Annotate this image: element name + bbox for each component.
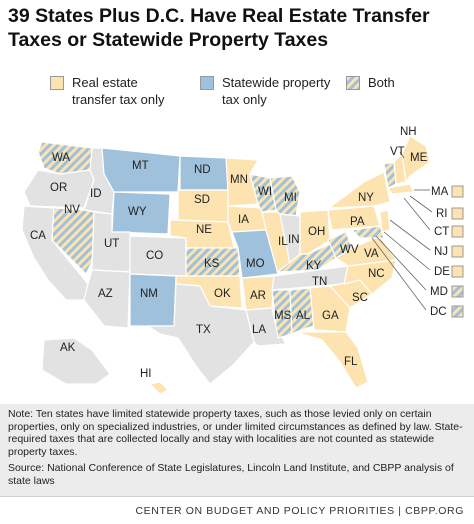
- label-de: DE: [434, 266, 450, 278]
- label-md: MD: [430, 286, 448, 298]
- label-pa: PA: [350, 216, 365, 228]
- label-id: ID: [90, 188, 102, 200]
- label-ar: AR: [250, 290, 266, 302]
- small-state-swatches: [451, 185, 464, 318]
- notes-panel: Note: Ten states have limited statewide …: [0, 404, 474, 496]
- label-nm: NM: [140, 288, 158, 300]
- label-ok: OK: [214, 288, 231, 300]
- label-la: LA: [252, 324, 267, 336]
- label-wa: WA: [52, 152, 71, 164]
- us-map: WA OR CA ID NV MT WY UT AZ CO NM ND SD N…: [0, 112, 474, 400]
- label-mi: MI: [284, 192, 297, 204]
- label-nc: NC: [368, 268, 385, 280]
- source-text: Source: National Conference of State Leg…: [8, 462, 454, 487]
- us-map-svg: [21, 135, 464, 395]
- label-az: AZ: [98, 288, 113, 300]
- label-ct: CT: [434, 226, 450, 238]
- label-sd: SD: [194, 194, 210, 206]
- legend-swatch-real-estate: [50, 76, 64, 90]
- label-ks: KS: [204, 258, 220, 270]
- state-me: [401, 135, 431, 183]
- label-ms: MS: [274, 310, 292, 322]
- label-nd: ND: [194, 164, 211, 176]
- swatch-de: [451, 265, 464, 278]
- label-in: IN: [288, 234, 300, 246]
- label-mt: MT: [132, 160, 149, 172]
- label-nh: NH: [400, 126, 417, 138]
- label-ca: CA: [30, 230, 46, 242]
- label-ne: NE: [196, 224, 212, 236]
- state-ma-shape: [387, 183, 415, 195]
- legend-item-real-estate: Real estate transfer tax only: [50, 74, 184, 108]
- label-tx: TX: [196, 324, 211, 336]
- page-title: 39 States Plus D.C. Have Real Estate Tra…: [8, 5, 430, 51]
- label-va: VA: [364, 248, 379, 260]
- label-mo: MO: [246, 258, 265, 270]
- state-ms: [271, 289, 293, 339]
- swatch-dc: [451, 305, 464, 318]
- label-or: OR: [50, 182, 68, 194]
- legend-label-statewide: Statewide property tax only: [222, 75, 331, 107]
- legend-swatch-both: [346, 76, 360, 90]
- state-nm: [129, 273, 177, 327]
- label-tn: TN: [312, 276, 328, 288]
- label-sc: SC: [352, 292, 368, 304]
- label-me: ME: [410, 152, 428, 164]
- label-dc: DC: [430, 306, 447, 318]
- label-hi: HI: [140, 368, 152, 380]
- state-ny: [329, 171, 391, 209]
- leader-lines: [371, 151, 433, 311]
- label-ia: IA: [238, 214, 249, 226]
- state-tx: [147, 283, 255, 385]
- label-co: CO: [146, 250, 164, 262]
- state-ak: [41, 337, 111, 385]
- state-mo: [231, 229, 279, 279]
- label-ky: KY: [306, 260, 322, 272]
- label-mn: MN: [230, 174, 248, 186]
- state-la: [245, 307, 287, 347]
- label-oh: OH: [308, 226, 326, 238]
- label-wv: WV: [340, 244, 359, 256]
- label-nj: NJ: [434, 246, 449, 258]
- label-wi: WI: [258, 186, 273, 198]
- state-fl: [295, 331, 369, 389]
- map-legend: Real estate transfer tax only Statewide …: [50, 74, 470, 120]
- label-ri: RI: [436, 208, 448, 220]
- legend-label-both: Both: [368, 75, 395, 90]
- state-wi: [249, 173, 277, 213]
- label-fl: FL: [344, 356, 358, 368]
- state-wv: [327, 231, 353, 259]
- label-vt: VT: [390, 146, 405, 158]
- note-text: Note: Ten states have limited statewide …: [8, 408, 463, 458]
- state-oh: [299, 209, 331, 255]
- legend-label-real-estate: Real estate transfer tax only: [72, 75, 165, 107]
- label-ak: AK: [60, 342, 76, 354]
- state-wy: [111, 191, 171, 235]
- swatch-ri: [451, 207, 464, 220]
- label-nv: NV: [64, 204, 80, 216]
- label-ga: GA: [322, 310, 339, 322]
- state-mt: [101, 147, 181, 193]
- swatch-ma: [451, 185, 464, 198]
- label-al: AL: [296, 310, 311, 322]
- swatch-md: [451, 285, 464, 298]
- swatch-ct: [451, 225, 464, 238]
- label-ny: NY: [358, 192, 374, 204]
- footer-credit: CENTER ON BUDGET AND POLICY PRIORITIES |…: [0, 496, 474, 524]
- label-ut: UT: [104, 238, 120, 250]
- label-ma: MA: [431, 186, 449, 198]
- swatch-nj: [451, 245, 464, 258]
- legend-item-statewide: Statewide property tax only: [200, 74, 334, 108]
- label-wy: WY: [128, 206, 147, 218]
- legend-item-both: Both: [346, 74, 395, 91]
- state-al: [289, 287, 315, 335]
- state-hi: [149, 381, 169, 395]
- state-nj-shape: [379, 209, 391, 233]
- state-md-shape: [351, 225, 385, 239]
- label-il: IL: [278, 236, 288, 248]
- legend-swatch-statewide: [200, 76, 214, 90]
